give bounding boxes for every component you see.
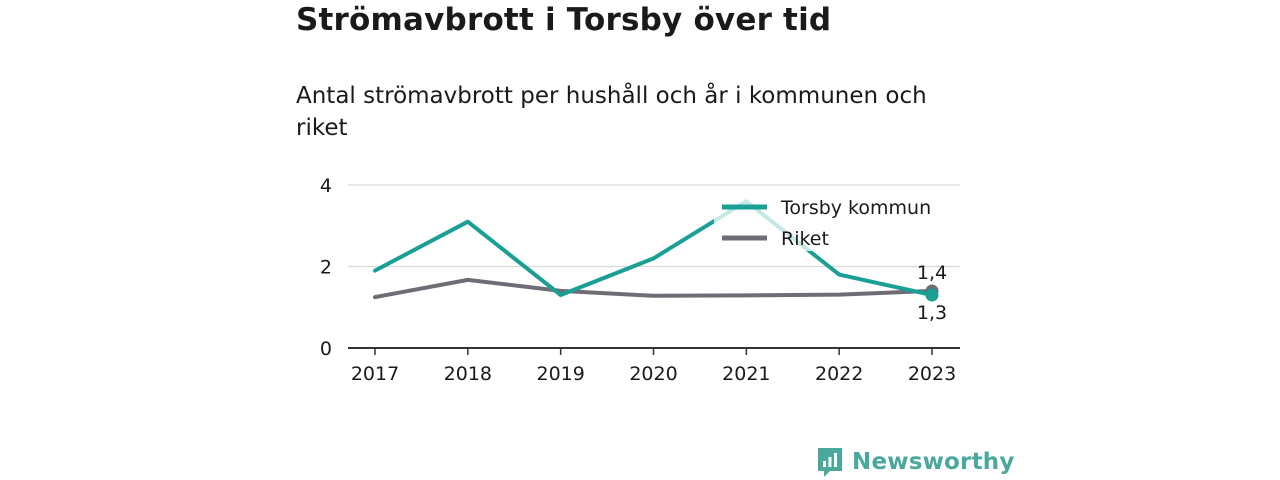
legend-label: Riket [781, 228, 829, 250]
x-tick-label: 2022 [815, 363, 863, 385]
brand-name: Newsworthy [852, 449, 1015, 475]
axes: 0 2 4 2017 2018 2019 2020 2021 2022 2023 [320, 175, 960, 385]
chart-title: Strömavbrott i Torsby över tid [296, 2, 832, 38]
x-tick-label: 2023 [908, 363, 956, 385]
chart-subtitle: Antal strömavbrott per hushåll och år i … [296, 83, 927, 141]
legend-label: Torsby kommun [780, 197, 931, 219]
y-tick-label: 2 [320, 257, 332, 279]
brand-logo: Newsworthy [816, 446, 1015, 478]
series-line-torsby [373, 199, 934, 297]
end-label-torsby: 1,3 [917, 302, 947, 324]
x-tick-label: 2021 [722, 363, 770, 385]
end-labels: 1,4 1,3 [917, 262, 947, 324]
end-markers [925, 284, 939, 302]
end-label-riket: 1,4 [917, 262, 947, 284]
x-tick-label: 2019 [536, 363, 584, 385]
y-tick-label: 0 [320, 338, 332, 360]
x-tick-label: 2018 [444, 363, 492, 385]
series-lines [373, 199, 934, 300]
series-line-riket [373, 277, 934, 300]
x-tick-label: 2017 [351, 363, 399, 385]
newsworthy-logo-icon [818, 448, 842, 477]
legend: Torsby kommun Riket [714, 187, 946, 251]
x-tick-label: 2020 [629, 363, 677, 385]
y-tick-label: 4 [320, 175, 332, 197]
gridlines [348, 184, 960, 268]
end-marker [925, 288, 939, 302]
